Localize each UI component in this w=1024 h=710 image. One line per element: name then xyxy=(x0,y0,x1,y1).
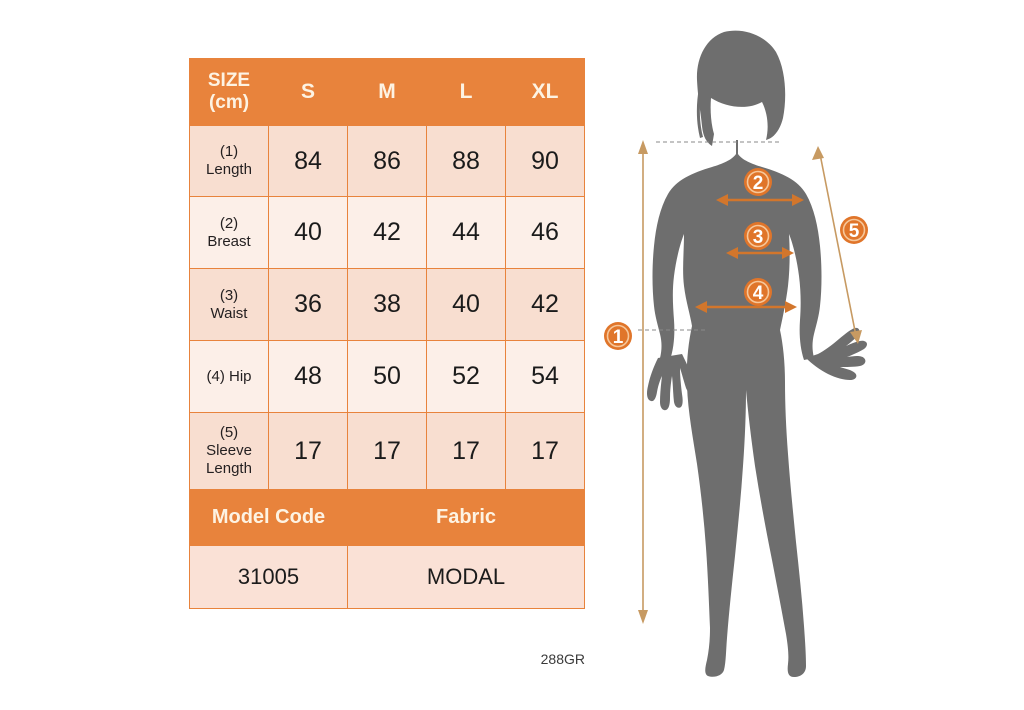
measurement-line-4-hip xyxy=(695,301,797,313)
row-label-waist: (3) Waist xyxy=(189,268,269,341)
row-label-sleeve-length: (5) Sleeve Length xyxy=(189,412,269,490)
footer-model-code-label: Model Code xyxy=(189,489,348,546)
cell-length-s: 84 xyxy=(268,125,348,197)
cell-hip-l: 52 xyxy=(426,340,506,413)
measurement-marker-1: 1 xyxy=(604,322,632,350)
measurement-line-5-sleeve xyxy=(812,146,862,344)
row-label-line: (1) xyxy=(219,143,239,160)
cell-breast-l: 44 xyxy=(426,196,506,269)
cell-waist-l: 40 xyxy=(426,268,506,341)
measurement-line-3-waist xyxy=(726,247,794,259)
row-label-line: Breast xyxy=(207,232,251,250)
marker-3-number: 3 xyxy=(753,227,764,248)
header-size-m: M xyxy=(347,58,427,126)
header-size-s: S xyxy=(268,58,348,126)
table-row: (4) Hip 48 50 52 54 xyxy=(189,340,585,413)
garment-weight-label: 288GR xyxy=(540,651,585,667)
row-label-breast: (2) Breast xyxy=(189,196,269,269)
table-row: (2) Breast 40 42 44 46 xyxy=(189,196,585,269)
table-row: (5) Sleeve Length 17 17 17 17 xyxy=(189,412,585,490)
female-silhouette-icon xyxy=(647,30,867,677)
cell-waist-s: 36 xyxy=(268,268,348,341)
cell-length-m: 86 xyxy=(347,125,427,197)
marker-2-number: 2 xyxy=(753,173,764,194)
row-label-line: Sleeve xyxy=(206,442,252,459)
header-size-cell: SIZE (cm) xyxy=(189,58,269,126)
measurement-marker-2: 2 xyxy=(744,168,772,196)
row-label-length: (1) Length xyxy=(189,125,269,197)
marker-1-number: 1 xyxy=(613,327,624,348)
row-label-hip: (4) Hip xyxy=(189,340,269,413)
cell-hip-m: 50 xyxy=(347,340,427,413)
measurement-marker-5: 5 xyxy=(840,216,868,244)
header-size-label-line1: SIZE xyxy=(207,69,251,91)
header-size-xl: XL xyxy=(505,58,585,126)
table-header-row: SIZE (cm) S M L XL xyxy=(189,58,585,126)
size-chart-table: SIZE (cm) S M L XL (1) Length 84 86 88 9… xyxy=(189,58,585,609)
cell-sleeve-xl: 17 xyxy=(505,412,585,490)
marker-5-number: 5 xyxy=(849,221,860,242)
footer-fabric-value: MODAL xyxy=(347,545,585,609)
header-size-label-line2: (cm) xyxy=(208,92,250,113)
row-label-line: (5) xyxy=(219,424,239,441)
measurement-line-1-length xyxy=(638,140,781,624)
row-label-line: (3) xyxy=(219,286,239,304)
cell-length-l: 88 xyxy=(426,125,506,197)
cell-hip-s: 48 xyxy=(268,340,348,413)
measurement-line-2-breast xyxy=(716,194,804,206)
table-row: (3) Waist 36 38 40 42 xyxy=(189,268,585,341)
cell-sleeve-s: 17 xyxy=(268,412,348,490)
footer-model-code-value: 31005 xyxy=(189,545,348,609)
cell-waist-xl: 42 xyxy=(505,268,585,341)
cell-breast-xl: 46 xyxy=(505,196,585,269)
measurement-figure-panel: 1 2 3 4 5 xyxy=(596,14,916,684)
cell-sleeve-m: 17 xyxy=(347,412,427,490)
marker-4-number: 4 xyxy=(753,283,764,304)
size-chart-table-container: SIZE (cm) S M L XL (1) Length 84 86 88 9… xyxy=(189,58,585,609)
cell-waist-m: 38 xyxy=(347,268,427,341)
row-label-line: (2) xyxy=(219,214,239,232)
row-label-line: Waist xyxy=(210,304,248,322)
footer-header-row: Model Code Fabric xyxy=(189,489,585,546)
measurement-marker-4: 4 xyxy=(744,278,772,306)
row-label-line: Length xyxy=(206,460,252,477)
cell-breast-m: 42 xyxy=(347,196,427,269)
cell-hip-xl: 54 xyxy=(505,340,585,413)
footer-fabric-label: Fabric xyxy=(347,489,585,546)
header-size-l: L xyxy=(426,58,506,126)
cell-length-xl: 90 xyxy=(505,125,585,197)
cell-sleeve-l: 17 xyxy=(426,412,506,490)
cell-breast-s: 40 xyxy=(268,196,348,269)
row-label-line: (4) Hip xyxy=(206,367,252,385)
table-row: (1) Length 84 86 88 90 xyxy=(189,125,585,197)
row-label-line: Length xyxy=(206,161,252,178)
footer-value-row: 31005 MODAL xyxy=(189,545,585,609)
measurement-marker-3: 3 xyxy=(744,222,772,250)
